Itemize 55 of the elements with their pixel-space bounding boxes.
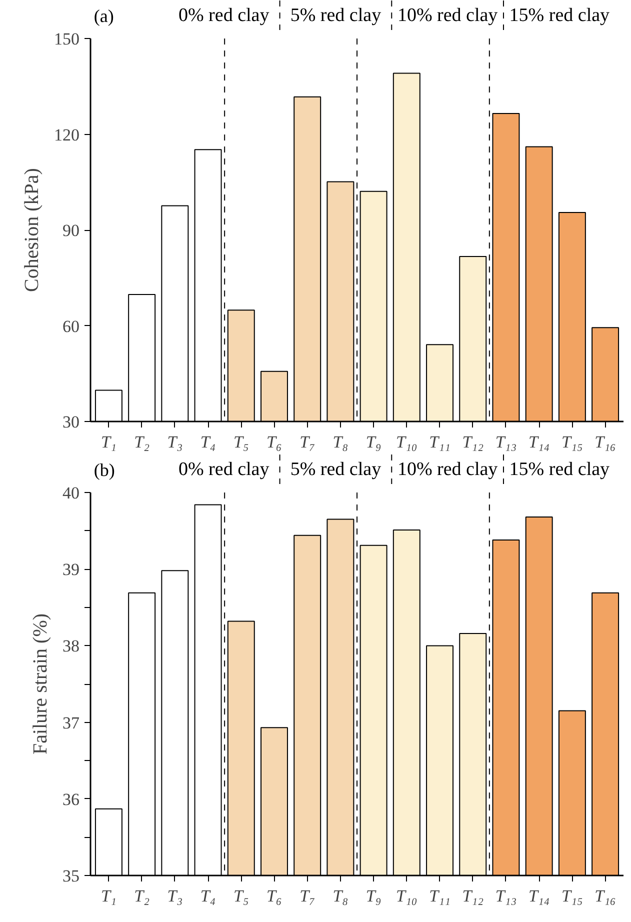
x-tick-label: T₁₅	[562, 432, 583, 452]
x-tick-label: T₈	[332, 886, 348, 906]
x-tick-label: T₃	[167, 886, 183, 906]
x-tick-label: T₃	[167, 432, 183, 452]
x-tick-label: T₄	[200, 432, 216, 452]
x-tick-label: T₁₁	[429, 432, 450, 452]
text: 0% red clay	[178, 5, 270, 26]
y-tick-label: 60	[62, 316, 80, 336]
text: 10% red clay	[397, 459, 498, 480]
x-tick-label: T₉	[366, 886, 382, 906]
y-tick-label: 90	[62, 221, 80, 240]
x-tick-label: T₆	[266, 886, 282, 906]
y-tick-label: 120	[54, 125, 80, 144]
y-tick-label: 36	[62, 790, 80, 809]
x-tick-label: T₆	[266, 432, 282, 452]
x-tick-label: T₁₆	[594, 432, 616, 452]
x-tick-label: T₁₄	[528, 432, 550, 452]
text: 15% red clay	[509, 5, 610, 26]
text: 15% red clay	[509, 459, 610, 480]
text: (a)	[94, 6, 114, 26]
y-tick-label: 37	[62, 713, 80, 732]
x-tick-label: T₁₃	[495, 432, 517, 452]
x-tick-label: T₂	[134, 886, 150, 906]
y-tick-label: 35	[62, 866, 80, 886]
x-tick-label: T₇	[300, 886, 316, 906]
text: (b)	[94, 460, 115, 480]
x-tick-label: T₄	[200, 886, 216, 906]
x-tick-label: T₁₂	[462, 886, 484, 906]
x-tick-label: T₅	[233, 432, 249, 452]
x-tick-label: T₅	[233, 886, 249, 906]
y-tick-label: 40	[62, 484, 80, 502]
x-tick-label: T₁₀	[396, 432, 418, 452]
y-tick-label: 30	[62, 412, 80, 432]
x-tick-label: T₉	[366, 432, 382, 452]
y-axis-title: Failure strain (%)	[30, 613, 52, 755]
x-tick-label: T₁₃	[495, 886, 517, 906]
x-tick-label: T₁₂	[462, 432, 484, 452]
text: 10% red clay	[397, 5, 498, 26]
x-tick-label: T₁	[101, 886, 116, 906]
y-tick-label: 150	[54, 30, 80, 48]
x-tick-label: T₂	[134, 432, 150, 452]
text: 5% red clay	[290, 5, 382, 26]
x-tick-label: T₁₀	[396, 886, 418, 906]
text: 0% red clay	[178, 459, 270, 480]
x-tick-label: T₇	[300, 432, 316, 452]
x-tick-label: T₁	[101, 432, 116, 452]
x-tick-label: T₁₄	[528, 886, 550, 906]
text: 5% red clay	[290, 459, 382, 480]
x-tick-label: T₁₁	[429, 886, 450, 906]
x-tick-label: T₁₅	[562, 886, 583, 906]
y-tick-label: 38	[62, 636, 80, 656]
y-tick-label: 39	[62, 560, 80, 580]
x-tick-label: T₈	[332, 432, 348, 452]
y-axis-title: Cohesion (kPa)	[21, 168, 43, 292]
x-tick-label: T₁₆	[594, 886, 616, 906]
